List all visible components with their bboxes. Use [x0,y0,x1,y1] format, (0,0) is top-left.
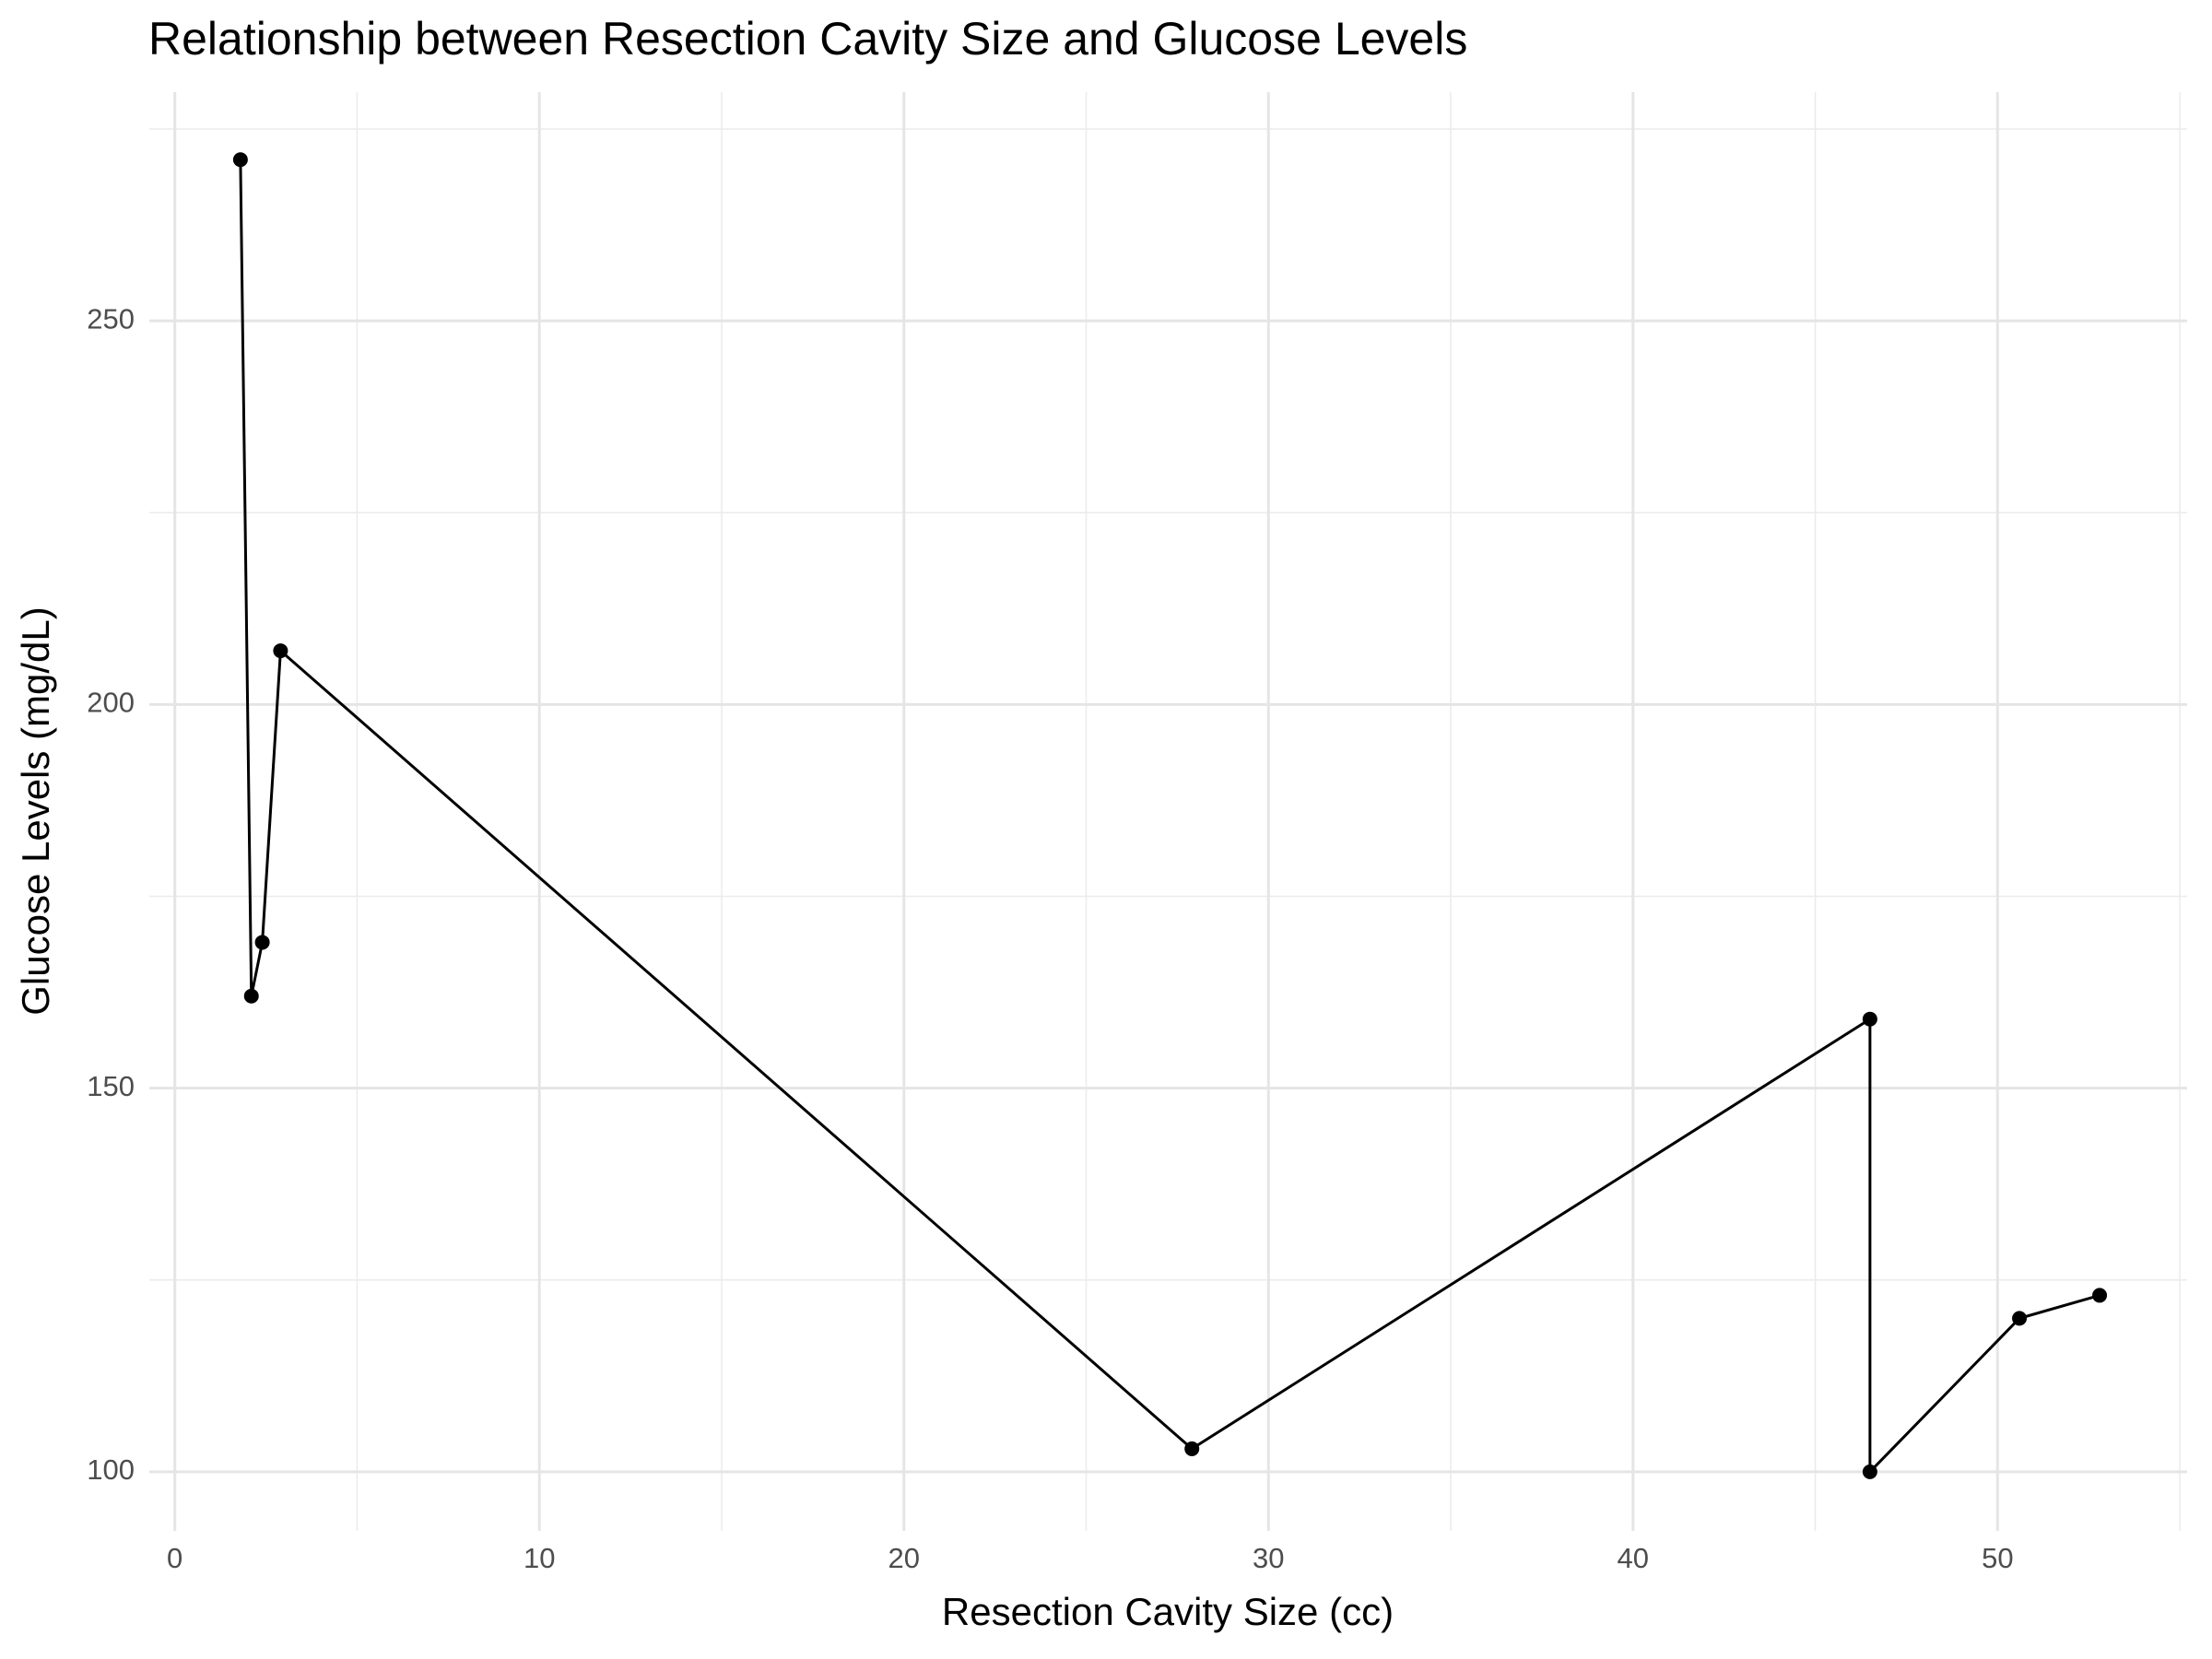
x-tick-label: 40 [1618,1542,1649,1574]
y-axis-title: Glucose Levels (mg/dL) [14,606,57,1016]
data-point [2092,1288,2108,1303]
data-point [1862,1011,1877,1027]
chart-title: Relationship between Resection Cavity Si… [148,13,1467,65]
data-point [232,152,248,168]
x-axis-title: Resection Cavity Size (cc) [942,1590,1394,1633]
data-point [273,643,288,659]
data-point [1862,1464,1877,1479]
x-tick-label: 0 [167,1542,182,1574]
y-tick-label: 150 [87,1070,135,1102]
x-tick-label: 30 [1253,1542,1284,1574]
data-point [2012,1311,2028,1326]
data-point [1184,1441,1200,1456]
data-line [239,159,2100,1476]
x-tick-label: 50 [1982,1542,2013,1574]
x-tick-label: 10 [524,1542,555,1574]
x-tick-label: 20 [888,1542,920,1574]
y-tick-label: 100 [87,1453,135,1486]
y-tick-label: 200 [87,687,135,719]
data-point [243,988,259,1004]
y-tick-label: 250 [87,302,135,335]
data-point [254,935,270,950]
